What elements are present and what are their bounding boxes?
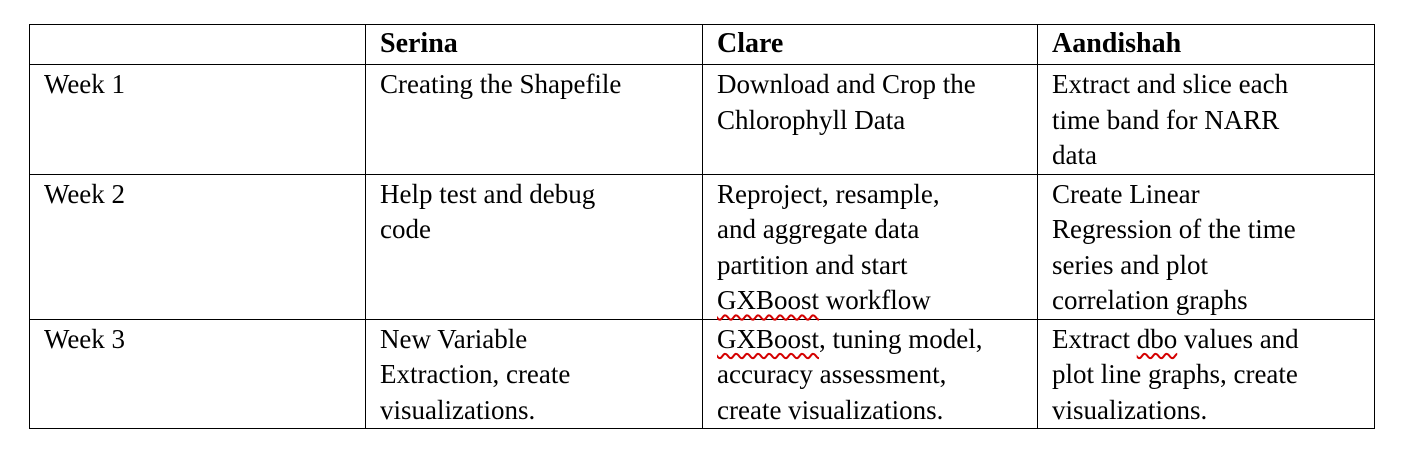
cell-text-line: Help test and debug: [380, 178, 596, 209]
aandishah-task-cell: Create Linear Regression of the time ser…: [1037, 173, 1375, 320]
cell-text-line: data: [1052, 140, 1097, 170]
misspelled-word[interactable]: GXBoost: [717, 285, 820, 315]
aandishah-task-cell: Extract and slice each time band for NAR…: [1037, 64, 1375, 175]
cell-text-line: GXBoost, tuning model,: [717, 322, 1023, 358]
header-cell-serina: Serina: [365, 24, 703, 65]
cell-text-line: Reproject, resample,: [717, 178, 940, 209]
cell-text-fragment: Extract: [1052, 323, 1137, 354]
cell-text-fragment: workflow: [819, 285, 931, 315]
cell-text-line: partition and start: [717, 249, 908, 280]
serina-task-cell: New Variable Extraction, create visualiz…: [365, 318, 703, 429]
cell-text-line: accuracy assessment,: [717, 359, 947, 389]
misspelled-word[interactable]: dbo: [1136, 323, 1178, 354]
header-cell-clare: Clare: [702, 24, 1038, 65]
schedule-table: Serina Clare Aandishah Week 1 Creating t…: [29, 24, 1375, 429]
cell-text-line: visualizations.: [1052, 394, 1208, 425]
cell-text-line: visualizations.: [380, 394, 536, 425]
aandishah-task-cell: Extract dbo values and plot line graphs,…: [1037, 318, 1375, 429]
serina-task-cell: Help test and debug code: [365, 173, 703, 320]
cell-text-line: create visualizations.: [717, 394, 944, 425]
table-row-week-3: Week 3 New Variable Extraction, create v…: [29, 318, 1375, 429]
cell-text-line: Creating the Shapefile: [380, 69, 622, 99]
cell-text-line: Extraction, create: [380, 359, 571, 389]
header-cell-empty: [29, 24, 366, 65]
table-header-row: Serina Clare Aandishah: [29, 24, 1375, 65]
serina-task-cell: Creating the Shapefile: [365, 64, 703, 175]
cell-text-line: series and plot: [1052, 249, 1208, 280]
clare-task-cell: Reproject, resample, and aggregate data …: [702, 173, 1038, 320]
clare-task-cell: GXBoost, tuning model, accuracy assessme…: [702, 318, 1038, 429]
cell-text-line: Download and Crop the: [717, 69, 976, 99]
table-row-week-1: Week 1 Creating the Shapefile Download a…: [29, 64, 1375, 175]
clare-task-cell: Download and Crop the Chlorophyll Data: [702, 64, 1038, 175]
cell-text-line: Chlorophyll Data: [717, 104, 906, 135]
week-label-cell: Week 3: [29, 318, 366, 429]
header-cell-aandishah: Aandishah: [1037, 24, 1375, 65]
cell-text-line: code: [380, 214, 431, 244]
cell-text-fragment: values and: [1177, 323, 1299, 354]
cell-text-line: correlation graphs: [1052, 285, 1248, 315]
table-row-week-2: Week 2 Help test and debug code Reprojec…: [29, 173, 1375, 320]
cell-text-line: Extract dbo values and: [1052, 322, 1360, 358]
cell-text-line: GXBoost workflow: [717, 283, 1023, 319]
cell-text-line: Extract and slice each: [1052, 69, 1289, 99]
cell-text-line: New Variable: [380, 323, 528, 354]
cell-text-line: and aggregate data: [717, 214, 920, 244]
cell-text-fragment: , tuning model,: [819, 323, 983, 354]
cell-text-line: Create Linear: [1052, 178, 1200, 209]
misspelled-word[interactable]: GXBoost: [717, 323, 820, 354]
week-label-cell: Week 1: [29, 64, 366, 175]
cell-text-line: plot line graphs, create: [1052, 359, 1298, 389]
week-label-cell: Week 2: [29, 173, 366, 320]
cell-text-line: Regression of the time: [1052, 214, 1296, 244]
cell-text-line: time band for NARR: [1052, 104, 1280, 135]
